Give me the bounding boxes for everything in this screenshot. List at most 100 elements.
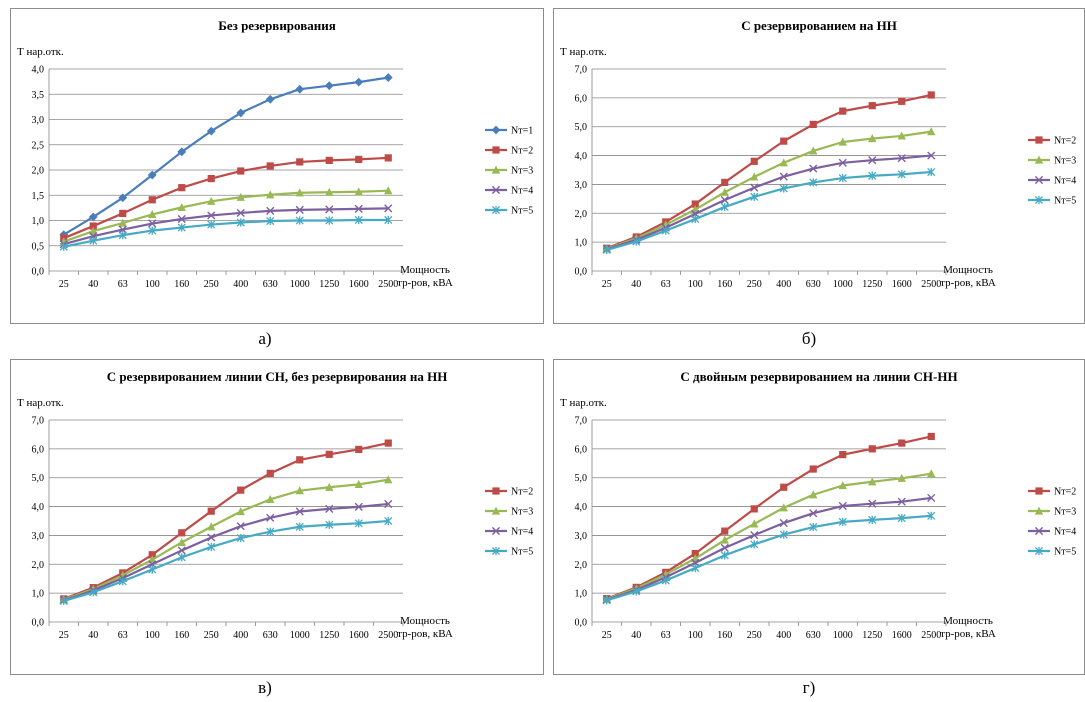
series-Nт=4 <box>602 151 936 254</box>
data-point <box>266 190 275 199</box>
data-point <box>779 158 788 167</box>
data-point <box>325 216 334 225</box>
data-point <box>868 477 877 486</box>
data-point <box>384 516 393 526</box>
x-tick-label: 40 <box>631 630 641 641</box>
y-tick-label: 6,0 <box>575 93 588 104</box>
x-tick-label: 2500 <box>378 630 398 641</box>
data-point <box>296 158 304 166</box>
x-tick-label: 2500 <box>921 279 941 290</box>
panel-v: С резервированием линии СН, без резервир… <box>0 351 544 702</box>
data-point <box>354 479 363 488</box>
x-tick-label: 250 <box>747 630 762 641</box>
legend-label: Nт=5 <box>1054 547 1076 558</box>
x-tick-label: 1000 <box>833 279 853 290</box>
data-point <box>384 439 392 447</box>
x-tick-label: 160 <box>174 279 189 290</box>
line-chart: Т нар.отк. 0,0 0,5 1,0 1,5 2,0 2,5 3,0 3,5 4,0 25 4… <box>17 46 533 290</box>
data-point <box>750 519 759 528</box>
data-point <box>266 216 275 226</box>
data-point <box>868 499 877 508</box>
data-point <box>750 183 759 192</box>
data-point <box>1035 487 1043 495</box>
data-point <box>898 439 906 447</box>
x-tick-label: 63 <box>118 630 128 641</box>
series-line <box>606 472 932 601</box>
legend-label: Nт=4 <box>511 527 533 538</box>
y-tick-label: 1,0 <box>32 589 45 600</box>
data-point <box>325 450 333 458</box>
data-point <box>750 531 759 540</box>
y-tick-label: 7,0 <box>575 416 588 427</box>
data-point <box>1035 136 1043 144</box>
data-point <box>927 127 936 136</box>
data-point <box>325 187 334 196</box>
data-point <box>838 517 847 526</box>
chart-frame: С резервированием линии СН, без резервир… <box>10 359 544 675</box>
x-tick-label: 1250 <box>862 630 882 641</box>
series-Nт=2 <box>60 154 392 242</box>
data-point <box>779 184 788 193</box>
legend-item: Nт=5 <box>1028 196 1076 207</box>
y-tick-label: 7,0 <box>575 65 588 76</box>
panel-label: б) <box>801 329 817 348</box>
data-point <box>750 192 759 201</box>
data-point <box>721 527 729 535</box>
data-point <box>779 503 788 512</box>
y-tick-label: 3,5 <box>32 90 45 101</box>
data-point <box>237 486 245 494</box>
data-point <box>809 178 818 187</box>
data-point <box>491 546 501 556</box>
y-tick-label: 1,5 <box>32 191 45 202</box>
y-axis-label: Т нар.отк. <box>560 46 607 58</box>
data-point <box>1034 175 1044 185</box>
x-tick-label: 100 <box>688 279 703 290</box>
data-point <box>1034 195 1044 205</box>
line-chart: Т нар.отк. 0,0 1,0 2,0 3,0 4,0 5,0 6,0 7,0 25 40 63… <box>560 397 1076 641</box>
y-axis-label: Т нар.отк. <box>17 397 64 409</box>
series-line <box>606 93 932 250</box>
data-point <box>59 596 68 606</box>
data-point <box>839 107 847 115</box>
y-tick-label: 3,0 <box>32 115 45 126</box>
x-tick-label: 250 <box>204 630 219 641</box>
series-line <box>63 218 389 248</box>
chart-frame: С резервированием на НН Т нар.отк. 0,0 1,0… <box>553 8 1085 324</box>
y-tick-label: 3,0 <box>575 180 588 191</box>
data-point <box>89 226 98 235</box>
data-point <box>927 151 936 160</box>
legend-item: Nт=4 <box>485 527 533 538</box>
data-point <box>632 587 641 596</box>
x-axis-label: тр-ров, кВА <box>397 277 453 289</box>
data-point <box>720 187 729 196</box>
y-tick-label: 4,0 <box>32 502 45 513</box>
legend-label: Nт=1 <box>511 126 533 137</box>
data-point <box>691 200 699 208</box>
data-point <box>236 192 245 201</box>
data-point <box>148 210 157 219</box>
data-point <box>897 170 906 179</box>
x-tick-label: 160 <box>717 630 732 641</box>
data-point <box>491 185 501 195</box>
data-point <box>178 184 186 192</box>
x-tick-label: 1600 <box>892 630 912 641</box>
series-Nт=5 <box>59 516 393 606</box>
y-tick-label: 0,0 <box>32 618 45 629</box>
x-tick-label: 100 <box>145 630 160 641</box>
data-point <box>492 487 500 495</box>
data-point <box>897 154 906 163</box>
data-point <box>491 205 501 215</box>
data-point <box>720 195 729 205</box>
y-tick-label: 1,0 <box>575 589 588 600</box>
data-point <box>325 482 334 491</box>
data-point <box>178 529 186 537</box>
series-line <box>63 189 389 243</box>
data-point <box>177 202 186 211</box>
x-tick-label: 160 <box>174 630 189 641</box>
legend-item: Nт=4 <box>1028 176 1076 187</box>
data-point <box>207 196 216 205</box>
data-point <box>897 131 906 140</box>
data-point <box>750 505 758 513</box>
series-Nт=2 <box>603 91 935 252</box>
series-line <box>606 154 932 251</box>
